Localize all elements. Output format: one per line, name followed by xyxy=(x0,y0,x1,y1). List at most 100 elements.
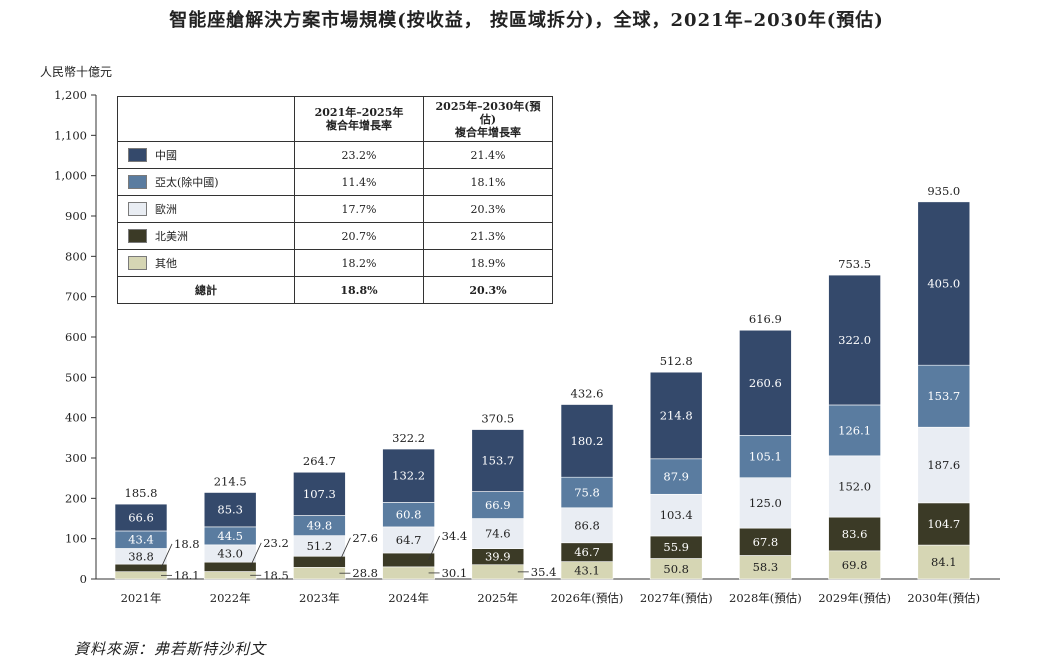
bar-segment xyxy=(739,329,792,436)
bar-value-label: 83.6 xyxy=(842,527,868,541)
bar-segment xyxy=(203,492,257,528)
bar-segment xyxy=(560,507,614,544)
bar-value-label: 27.6 xyxy=(352,531,378,545)
bar-total-label: 512.8 xyxy=(660,354,693,368)
bar-segment xyxy=(382,566,435,580)
bar-value-label: 43.0 xyxy=(217,547,243,561)
y-tick-label: 900 xyxy=(65,209,87,223)
bar-value-label: 66.6 xyxy=(128,511,154,525)
cagr-header-empty xyxy=(117,96,295,142)
bar-value-label: 46.7 xyxy=(574,545,600,559)
bar-value-label: 125.0 xyxy=(749,496,782,510)
bar-segment xyxy=(560,404,614,478)
bar-value-label: 43.4 xyxy=(128,533,154,547)
bar-value-label: 405.0 xyxy=(927,277,960,291)
bar-segment xyxy=(382,526,435,554)
bar-value-label: 104.7 xyxy=(927,517,960,531)
cagr-row: 亞太(除中國) 11.4% 18.1% xyxy=(117,168,553,196)
y-axis-label: 人民幣十億元 xyxy=(40,65,112,79)
bar-segment xyxy=(649,371,703,460)
bar-value-label: 74.6 xyxy=(485,527,511,541)
bar-segment xyxy=(114,563,168,572)
cagr-row: 中國 23.2% 21.4% xyxy=(117,141,553,169)
bar-segment xyxy=(471,491,525,519)
cagr-value-2025-2030: 21.3% xyxy=(423,222,553,250)
bar-segment xyxy=(382,552,435,568)
bar-value-label: 260.6 xyxy=(749,376,782,390)
bar-value-label: 64.7 xyxy=(396,533,422,547)
bar-segment xyxy=(203,571,257,580)
bar-segment xyxy=(293,567,346,580)
y-tick-label: 700 xyxy=(65,290,87,304)
x-tick-label: 2025年 xyxy=(477,591,518,605)
cagr-total-2025-2030: 20.3% xyxy=(423,276,553,304)
legend-label: 中國 xyxy=(155,149,177,162)
label-leader-line xyxy=(249,542,262,568)
cagr-region: 北美洲 xyxy=(117,222,295,250)
bar-segment xyxy=(917,544,971,580)
bar-value-label: 86.8 xyxy=(574,518,600,532)
bar-segment xyxy=(828,550,881,580)
bar-value-label: 187.6 xyxy=(927,458,960,472)
bar-value-label: 34.4 xyxy=(442,529,468,543)
bar-value-label: 69.8 xyxy=(842,558,868,572)
bar-segment xyxy=(739,435,792,479)
bar-value-label: 18.8 xyxy=(174,537,200,551)
cagr-header-row: 2021年–2025年 複合年增長率 2025年–2030年(預估) 複合年增長率 xyxy=(117,96,553,142)
cagr-value-2021-2025: 23.2% xyxy=(294,141,424,169)
bar-value-label: 49.8 xyxy=(307,519,333,533)
bar-value-label: 60.8 xyxy=(396,508,422,522)
cagr-header-2025-2030: 2025年–2030年(預估) 複合年增長率 xyxy=(423,96,553,142)
legend-label: 北美洲 xyxy=(155,230,188,243)
bar-segment xyxy=(114,503,168,532)
bar-value-label: 107.3 xyxy=(303,487,336,501)
bar-value-label: 23.2 xyxy=(263,536,289,550)
bar-segment xyxy=(471,429,525,492)
bar-value-label: 214.8 xyxy=(660,408,693,422)
label-leader-line xyxy=(339,537,351,562)
bar-segment xyxy=(114,571,168,580)
bar-value-label: 75.8 xyxy=(574,485,600,499)
bar-value-label: 39.9 xyxy=(485,550,511,564)
x-tick-label: 2024年 xyxy=(388,591,429,605)
bar-segment xyxy=(917,426,971,504)
legend-label: 亞太(除中國) xyxy=(155,176,219,189)
x-tick-label: 2021年 xyxy=(121,591,162,605)
bar-total-label: 935.0 xyxy=(927,184,960,198)
x-tick-label: 2026年(預估) xyxy=(551,591,624,605)
label-leader-line xyxy=(160,543,173,569)
bar-value-label: 43.1 xyxy=(574,563,600,577)
cagr-total-2021-2025: 18.8% xyxy=(294,276,424,304)
cagr-region: 亞太(除中國) xyxy=(117,168,295,196)
cagr-region: 中國 xyxy=(117,141,295,169)
bar-segment xyxy=(828,455,881,518)
bar-value-label: 51.2 xyxy=(307,539,333,553)
bar-value-label: 153.7 xyxy=(481,454,514,468)
bar-value-label: 50.8 xyxy=(663,562,689,576)
cagr-total-row: 總計 18.8% 20.3% xyxy=(117,276,553,304)
bar-value-label: 28.8 xyxy=(352,566,378,580)
bar-value-label: 105.1 xyxy=(749,450,782,464)
bar-value-label: 126.1 xyxy=(838,423,871,437)
bar-segment xyxy=(828,274,881,406)
bar-total-label: 322.2 xyxy=(392,431,425,445)
bar-value-label: 153.7 xyxy=(927,389,960,403)
bar-value-label: 35.4 xyxy=(531,565,557,579)
label-leader-line xyxy=(428,535,440,561)
bar-value-label: 103.4 xyxy=(660,508,693,522)
legend-swatch xyxy=(128,202,147,216)
bar-total-label: 370.5 xyxy=(481,412,514,426)
cagr-row: 歐洲 17.7% 20.3% xyxy=(117,195,553,223)
y-tick-label: 1,200 xyxy=(54,88,87,102)
bar-total-label: 432.6 xyxy=(571,387,604,401)
y-tick-label: 400 xyxy=(65,411,87,425)
y-tick-label: 100 xyxy=(65,532,87,546)
bar-segment xyxy=(293,471,346,516)
bar-segment xyxy=(560,476,614,509)
cagr-value-2025-2030: 20.3% xyxy=(423,195,553,223)
bar-value-label: 18.5 xyxy=(263,568,289,582)
bar-segment xyxy=(382,448,435,503)
x-tick-label: 2028年(預估) xyxy=(729,591,802,605)
bar-value-label: 180.2 xyxy=(571,434,604,448)
cagr-region: 其他 xyxy=(117,249,295,277)
